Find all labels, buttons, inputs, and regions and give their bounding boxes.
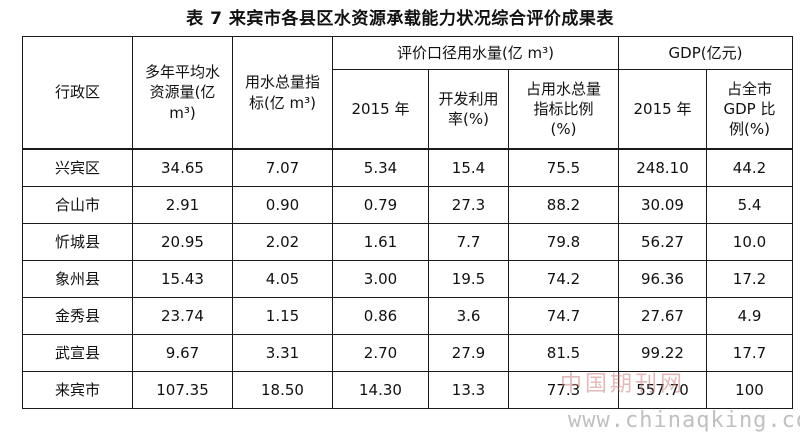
table-row: 象州县 15.43 4.05 3.00 19.5 74.2 96.36 17.2 bbox=[22, 260, 793, 298]
cell-value: 13.3 bbox=[428, 371, 509, 409]
cell-value: 100 bbox=[706, 371, 793, 409]
cell-value: 99.22 bbox=[618, 334, 707, 372]
table-row: 忻城县 20.95 2.02 1.61 7.7 79.8 56.27 10.0 bbox=[22, 223, 793, 261]
header-eval-group: 评价口径用水量(亿 m³) bbox=[332, 36, 619, 70]
cell-value: 27.67 bbox=[618, 297, 707, 335]
cell-value: 10.0 bbox=[706, 223, 793, 261]
cell-value: 44.2 bbox=[706, 148, 793, 187]
cell-value: 27.9 bbox=[428, 334, 509, 372]
cell-district: 合山市 bbox=[22, 186, 133, 224]
cell-district: 忻城县 bbox=[22, 223, 133, 261]
cell-value: 14.30 bbox=[332, 371, 429, 409]
cell-district: 金秀县 bbox=[22, 297, 133, 335]
cell-value: 56.27 bbox=[618, 223, 707, 261]
table-row: 兴宾区 34.65 7.07 5.34 15.4 75.5 248.10 44.… bbox=[22, 148, 793, 187]
cell-value: 79.8 bbox=[508, 223, 619, 261]
cell-value: 2.91 bbox=[132, 186, 233, 224]
cell-value: 30.09 bbox=[618, 186, 707, 224]
cell-value: 77.3 bbox=[508, 371, 619, 409]
cell-value: 9.67 bbox=[132, 334, 233, 372]
cell-value: 5.34 bbox=[332, 148, 429, 187]
table-row: 武宣县 9.67 3.31 2.70 27.9 81.5 99.22 17.7 bbox=[22, 334, 793, 372]
cell-value: 17.2 bbox=[706, 260, 793, 298]
cell-value: 557.70 bbox=[618, 371, 707, 409]
cell-value: 75.5 bbox=[508, 148, 619, 187]
cell-value: 0.86 bbox=[332, 297, 429, 335]
cell-value: 3.31 bbox=[232, 334, 333, 372]
cell-value: 4.9 bbox=[706, 297, 793, 335]
watermark-url: www.chinaqking.com bbox=[568, 408, 800, 433]
cell-value: 0.90 bbox=[232, 186, 333, 224]
cell-value: 20.95 bbox=[132, 223, 233, 261]
cell-value: 2.02 bbox=[232, 223, 333, 261]
cell-district: 武宣县 bbox=[22, 334, 133, 372]
cell-value: 27.3 bbox=[428, 186, 509, 224]
cell-value: 7.07 bbox=[232, 148, 333, 187]
cell-value: 7.7 bbox=[428, 223, 509, 261]
cell-district: 象州县 bbox=[22, 260, 133, 298]
header-2015-water: 2015 年 bbox=[332, 69, 429, 150]
cell-value: 3.6 bbox=[428, 297, 509, 335]
header-dev-rate: 开发利用率(%) bbox=[428, 69, 509, 150]
cell-district: 兴宾区 bbox=[22, 148, 133, 187]
cell-value: 1.61 bbox=[332, 223, 429, 261]
cell-value: 18.50 bbox=[232, 371, 333, 409]
cell-value: 34.65 bbox=[132, 148, 233, 187]
cell-value: 0.79 bbox=[332, 186, 429, 224]
cell-district: 来宾市 bbox=[22, 371, 133, 409]
header-district: 行政区 bbox=[22, 36, 133, 150]
header-gdp-share: 占全市GDP 比例(%) bbox=[706, 69, 793, 150]
header-quota-ratio: 占用水总量指标比例(%) bbox=[508, 69, 619, 150]
cell-value: 19.5 bbox=[428, 260, 509, 298]
header-2015-gdp: 2015 年 bbox=[618, 69, 707, 150]
cell-value: 74.2 bbox=[508, 260, 619, 298]
cell-value: 3.00 bbox=[332, 260, 429, 298]
table-row: 合山市 2.91 0.90 0.79 27.3 88.2 30.09 5.4 bbox=[22, 186, 793, 224]
cell-value: 74.7 bbox=[508, 297, 619, 335]
cell-value: 107.35 bbox=[132, 371, 233, 409]
watermark-cn: 中国期刊网 bbox=[560, 372, 686, 397]
table-row-total: 来宾市 107.35 18.50 14.30 13.3 77.3 557.70 … bbox=[22, 371, 793, 409]
cell-value: 248.10 bbox=[618, 148, 707, 187]
cell-value: 88.2 bbox=[508, 186, 619, 224]
header-water-resources: 多年平均水资源量(亿 m³) bbox=[132, 36, 233, 150]
header-total-water-quota: 用水总量指标(亿 m³) bbox=[232, 36, 333, 150]
cell-value: 96.36 bbox=[618, 260, 707, 298]
cell-value: 4.05 bbox=[232, 260, 333, 298]
cell-value: 17.7 bbox=[706, 334, 793, 372]
cell-value: 15.43 bbox=[132, 260, 233, 298]
cell-value: 15.4 bbox=[428, 148, 509, 187]
cell-value: 2.70 bbox=[332, 334, 429, 372]
evaluation-table: 行政区 多年平均水资源量(亿 m³) 用水总量指标(亿 m³) 评价口径用水量(… bbox=[22, 36, 793, 409]
header-gdp-group: GDP(亿元) bbox=[618, 36, 793, 70]
cell-value: 5.4 bbox=[706, 186, 793, 224]
cell-value: 1.15 bbox=[232, 297, 333, 335]
table-title: 表 7 来宾市各县区水资源承载能力状况综合评价成果表 bbox=[186, 9, 614, 29]
cell-value: 23.74 bbox=[132, 297, 233, 335]
table-row: 金秀县 23.74 1.15 0.86 3.6 74.7 27.67 4.9 bbox=[22, 297, 793, 335]
